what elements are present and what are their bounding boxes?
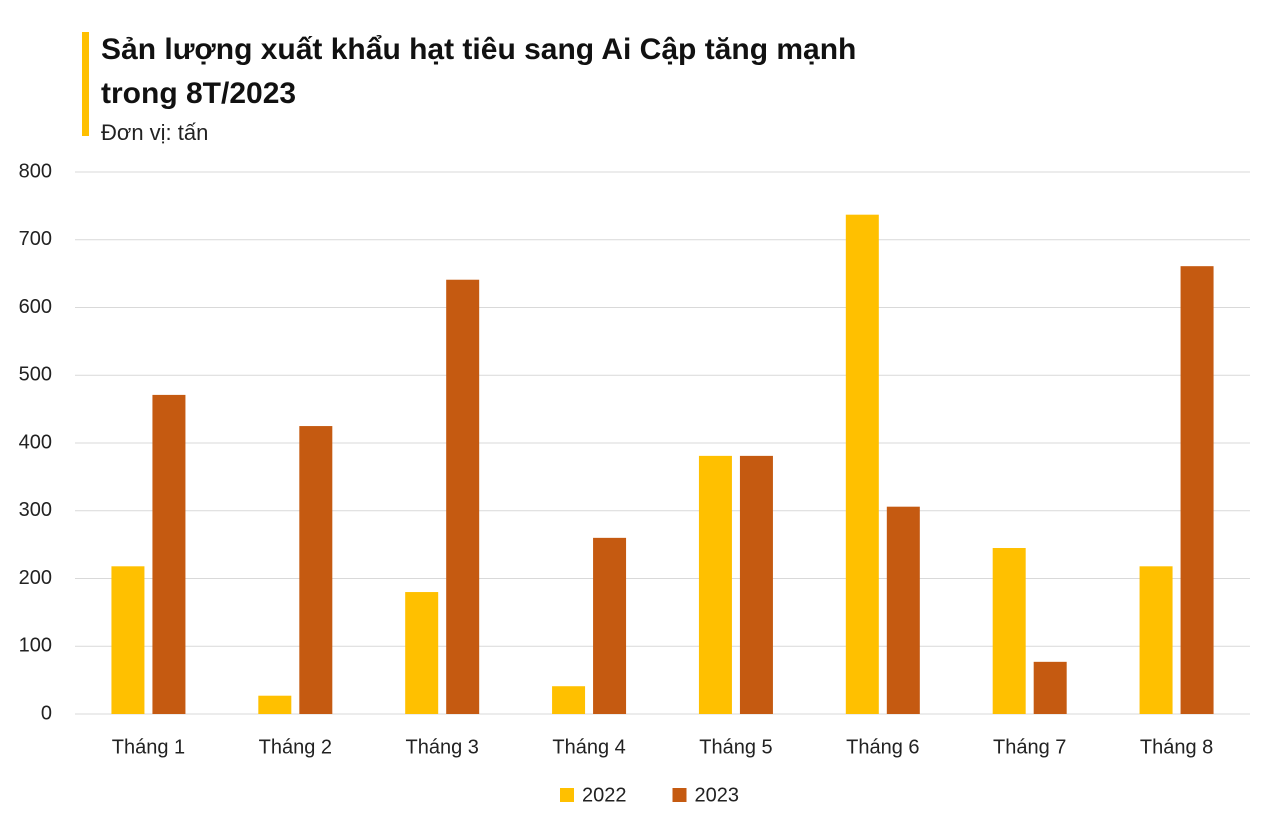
bar <box>1180 266 1214 714</box>
bar <box>886 506 920 714</box>
x-tick-label: Tháng 7 <box>993 736 1066 758</box>
bar <box>593 537 627 714</box>
x-tick-label: Tháng 5 <box>699 736 772 758</box>
legend-swatch <box>560 788 574 802</box>
bar <box>258 695 292 714</box>
y-tick-label: 100 <box>19 635 52 657</box>
bar <box>1139 566 1173 714</box>
y-tick-label: 400 <box>19 431 52 453</box>
title-accent <box>82 32 89 136</box>
legend-swatch <box>672 788 687 802</box>
chart-subtitle: Đơn vị: tấn <box>101 120 209 145</box>
x-tick-label: Tháng 2 <box>259 736 332 758</box>
bar <box>698 455 732 714</box>
bar <box>992 548 1026 714</box>
bar <box>111 566 145 714</box>
y-tick-label: 700 <box>19 228 52 250</box>
y-tick-label: 500 <box>19 364 52 386</box>
bar <box>1033 661 1067 714</box>
bar <box>405 592 439 714</box>
bar <box>299 426 333 714</box>
chart-title: Sản lượng xuất khẩu hạt tiêu sang Ai Cập… <box>101 33 857 110</box>
bar <box>739 455 773 714</box>
x-tick-label: Tháng 1 <box>112 736 185 758</box>
bar <box>152 394 186 714</box>
bar <box>845 214 879 714</box>
x-tick-label: Tháng 8 <box>1140 736 1213 758</box>
bar <box>446 279 480 714</box>
y-tick-label: 0 <box>41 702 52 724</box>
y-tick-label: 600 <box>19 296 52 318</box>
y-tick-label: 200 <box>19 567 52 589</box>
x-tick-label: Tháng 3 <box>405 736 478 758</box>
y-tick-label: 300 <box>19 499 52 521</box>
x-tick-label: Tháng 6 <box>846 736 919 758</box>
legend-label: 2022 <box>582 784 627 806</box>
bar <box>552 686 586 714</box>
x-tick-label: Tháng 4 <box>552 736 625 758</box>
y-tick-label: 800 <box>19 160 52 182</box>
legend-label: 2023 <box>695 784 740 806</box>
